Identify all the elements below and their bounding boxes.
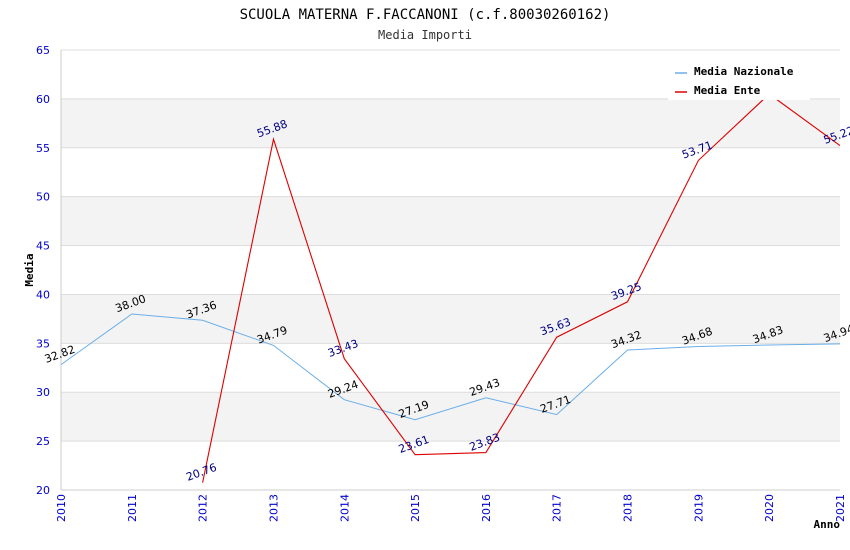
y-tick-label: 20 xyxy=(36,484,50,497)
y-tick-label: 50 xyxy=(36,191,50,204)
legend-label-media-nazionale: Media Nazionale xyxy=(694,65,794,78)
y-axis-label: Media xyxy=(23,253,36,286)
y-tick-label: 55 xyxy=(36,142,50,155)
y-tick-label: 30 xyxy=(36,386,50,399)
grid-band xyxy=(61,441,840,490)
x-tick-label: 2018 xyxy=(622,494,635,522)
y-tick-label: 40 xyxy=(36,288,50,301)
y-tick-labels: 20 25 30 35 40 45 50 55 60 65 xyxy=(36,44,50,497)
gridlines xyxy=(61,49,840,491)
x-tick-label: 2014 xyxy=(338,494,351,522)
series-lines xyxy=(60,93,841,483)
chart-subtitle: Media Importi xyxy=(378,28,472,42)
x-tick-label: 2021 xyxy=(834,494,847,522)
chart-title: SCUOLA MATERNA F.FACCANONI (c.f.80030260… xyxy=(240,7,611,23)
legend-label-media-ente: Media Ente xyxy=(694,84,761,97)
grid-band xyxy=(61,245,840,295)
grid-bands xyxy=(61,50,840,490)
y-tick-label: 25 xyxy=(36,435,50,448)
x-tick-label: 2019 xyxy=(692,494,705,522)
x-tick-labels: 2010 2011 2012 2013 2014 2015 2016 2017 2018 2019… xyxy=(55,494,847,522)
x-tick-label: 2012 xyxy=(197,494,210,522)
grid-band xyxy=(61,294,840,344)
x-tick-label: 2016 xyxy=(480,494,493,522)
grid-band xyxy=(61,98,840,148)
y-tick-label: 35 xyxy=(36,337,50,350)
legend: Media Nazionale Media Ente xyxy=(668,60,810,100)
y-tick-label: 45 xyxy=(36,240,50,253)
series-line-media-ente xyxy=(202,93,841,483)
y-tick-label: 65 xyxy=(36,44,50,57)
x-tick-label: 2017 xyxy=(551,494,564,522)
x-tick-label: 2011 xyxy=(126,494,139,522)
grid-band xyxy=(61,343,840,393)
axes xyxy=(60,50,840,491)
grid-band xyxy=(61,392,840,442)
series-line-media-nazionale xyxy=(60,313,841,421)
x-axis-label: Anno xyxy=(814,518,841,531)
x-tick-label: 2015 xyxy=(409,494,422,522)
grid-band xyxy=(61,196,840,246)
y-tick-label: 60 xyxy=(36,93,50,106)
x-tick-label: 2013 xyxy=(267,494,280,522)
x-tick-label: 2010 xyxy=(55,494,68,522)
x-tick-label: 2020 xyxy=(763,494,776,522)
grid-band xyxy=(61,147,840,197)
legend-background xyxy=(668,60,810,100)
